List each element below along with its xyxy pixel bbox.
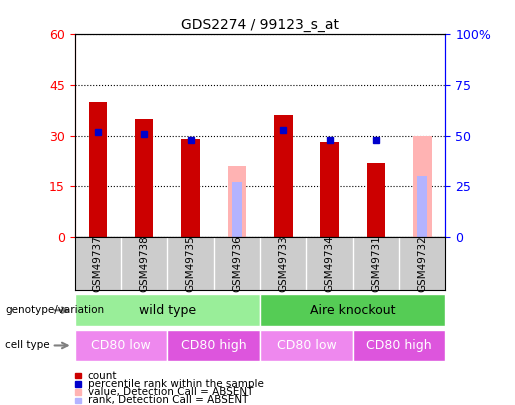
Bar bbox=[353, 330, 445, 361]
Text: CD80 low: CD80 low bbox=[91, 339, 151, 352]
Text: GSM49736: GSM49736 bbox=[232, 235, 242, 292]
Text: value, Detection Call = ABSENT: value, Detection Call = ABSENT bbox=[88, 387, 253, 397]
Bar bbox=[135, 119, 153, 237]
Bar bbox=[89, 102, 107, 237]
Text: GSM49737: GSM49737 bbox=[93, 235, 103, 292]
Bar bbox=[75, 398, 81, 403]
Bar bbox=[232, 182, 242, 237]
Bar bbox=[75, 382, 81, 386]
Text: count: count bbox=[88, 371, 117, 381]
Text: rank, Detection Call = ABSENT: rank, Detection Call = ABSENT bbox=[88, 395, 248, 405]
Text: GSM49731: GSM49731 bbox=[371, 235, 381, 292]
Title: GDS2274 / 99123_s_at: GDS2274 / 99123_s_at bbox=[181, 18, 339, 32]
Bar bbox=[167, 330, 260, 361]
Text: GSM49738: GSM49738 bbox=[139, 235, 149, 292]
Text: Aire knockout: Aire knockout bbox=[310, 304, 396, 317]
Text: cell type: cell type bbox=[5, 341, 50, 350]
Bar bbox=[367, 163, 385, 237]
Bar bbox=[75, 294, 260, 326]
Text: percentile rank within the sample: percentile rank within the sample bbox=[88, 379, 264, 389]
Text: GSM49732: GSM49732 bbox=[417, 235, 427, 292]
Text: GSM49734: GSM49734 bbox=[324, 235, 335, 292]
Text: genotype/variation: genotype/variation bbox=[5, 305, 104, 315]
Bar bbox=[228, 166, 246, 237]
Bar bbox=[75, 390, 81, 394]
Text: GSM49735: GSM49735 bbox=[185, 235, 196, 292]
Bar bbox=[75, 373, 81, 378]
Bar bbox=[274, 115, 293, 237]
Bar bbox=[260, 330, 353, 361]
Text: GSM49733: GSM49733 bbox=[278, 235, 288, 292]
Text: wild type: wild type bbox=[139, 304, 196, 317]
Text: CD80 high: CD80 high bbox=[181, 339, 247, 352]
Text: CD80 low: CD80 low bbox=[277, 339, 336, 352]
Bar bbox=[413, 136, 432, 237]
Bar bbox=[320, 143, 339, 237]
Bar bbox=[417, 176, 427, 237]
Bar bbox=[75, 330, 167, 361]
Bar bbox=[181, 139, 200, 237]
Bar bbox=[260, 294, 445, 326]
Text: CD80 high: CD80 high bbox=[366, 339, 432, 352]
